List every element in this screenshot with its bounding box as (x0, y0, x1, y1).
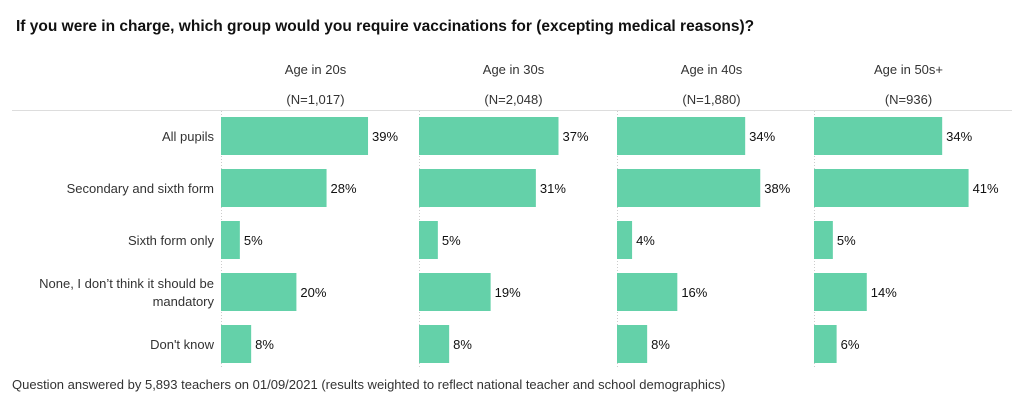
data-label: 5% (442, 233, 461, 248)
data-label: 8% (453, 337, 472, 352)
panel-title: Age in 30s (483, 62, 545, 77)
bar (221, 325, 252, 363)
data-label: 34% (946, 129, 972, 144)
data-label: 28% (331, 181, 357, 196)
bar (617, 273, 678, 311)
bar (221, 221, 240, 259)
category-label: None, I don’t think it should be (39, 276, 214, 291)
panel-n: (N=1,017) (286, 92, 344, 107)
data-label: 14% (871, 285, 897, 300)
bar (419, 325, 450, 363)
panel-title: Age in 50s+ (874, 62, 943, 77)
data-label: 6% (841, 337, 860, 352)
data-label: 39% (372, 129, 398, 144)
bar (814, 169, 969, 207)
data-label: 8% (651, 337, 670, 352)
bar (617, 117, 746, 155)
panel-n: (N=2,048) (484, 92, 542, 107)
data-label: 20% (300, 285, 326, 300)
bar (617, 325, 648, 363)
bar (617, 169, 761, 207)
panel-n: (N=1,880) (682, 92, 740, 107)
bar (814, 325, 837, 363)
data-label: 41% (973, 181, 999, 196)
data-label: 5% (244, 233, 263, 248)
data-label: 5% (837, 233, 856, 248)
bar (814, 221, 833, 259)
bar (419, 221, 438, 259)
bar (221, 273, 297, 311)
bar (221, 169, 327, 207)
data-label: 8% (255, 337, 274, 352)
data-label: 16% (681, 285, 707, 300)
bar (419, 273, 491, 311)
chart-title: If you were in charge, which group would… (16, 18, 755, 35)
category-label: Don't know (150, 337, 215, 352)
panel-title: Age in 40s (681, 62, 743, 77)
bar (617, 221, 633, 259)
panel-title: Age in 20s (285, 62, 347, 77)
data-label: 19% (495, 285, 521, 300)
bar (419, 169, 536, 207)
category-label: Secondary and sixth form (67, 181, 214, 196)
category-label: All pupils (162, 129, 215, 144)
bar (814, 117, 943, 155)
data-label: 38% (764, 181, 790, 196)
category-label: mandatory (153, 294, 215, 309)
bar (221, 117, 369, 155)
data-label: 31% (540, 181, 566, 196)
data-label: 34% (749, 129, 775, 144)
data-label: 4% (636, 233, 655, 248)
data-label: 37% (562, 129, 588, 144)
panel-n: (N=936) (885, 92, 932, 107)
bar (814, 273, 867, 311)
chart-footer: Question answered by 5,893 teachers on 0… (12, 377, 726, 392)
bar (419, 117, 559, 155)
category-label: Sixth form only (128, 233, 214, 248)
